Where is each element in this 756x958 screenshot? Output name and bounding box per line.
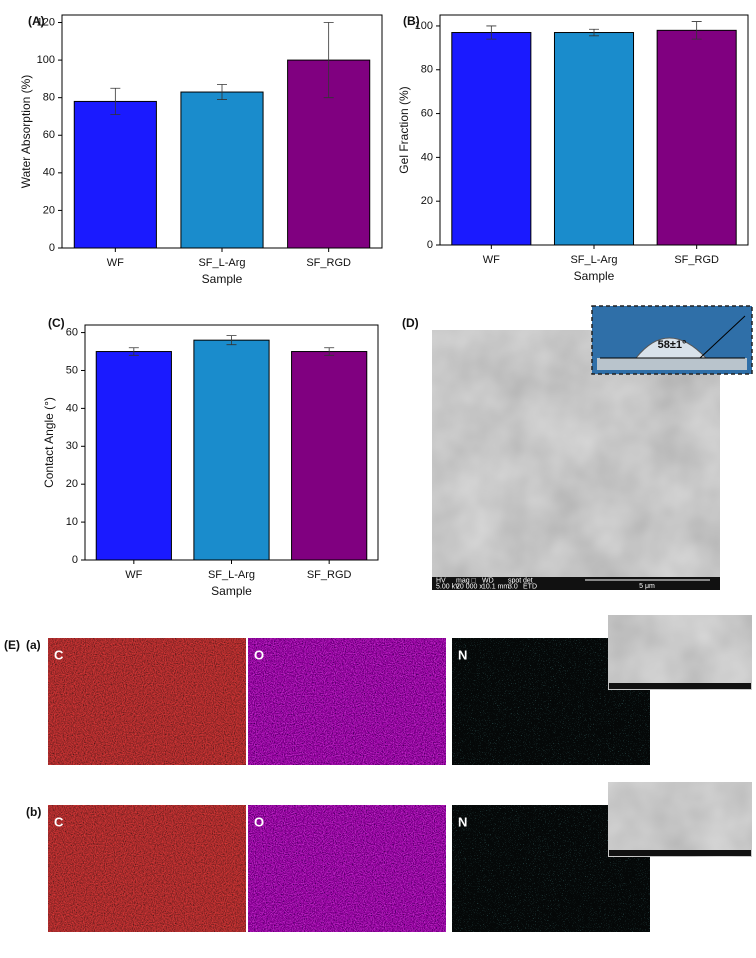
error-bar [589,28,599,37]
y-tick-label: 0 [49,242,55,254]
x-axis-label: Sample [574,269,615,283]
y-tick-label: 40 [421,151,433,163]
element-label: C [54,647,64,662]
bar [180,91,264,249]
sem-info-head: det [523,577,533,584]
error-bar [691,21,702,40]
x-tick-label: SF_L-Arg [198,257,245,269]
row-label: (b) [26,805,41,819]
y-tick-label: 100 [37,54,55,66]
y-tick-label: 0 [72,554,78,566]
plot-frame [84,324,379,561]
sem-info-head: spot [508,577,521,584]
y-tick-label: 80 [421,64,433,76]
sem-info-value: 10.1 mm [482,583,509,590]
sem-info-value: 20 000 x [456,583,483,590]
x-tick-label: SF_L-Arg [208,569,255,581]
y-tick-label: 60 [43,129,55,141]
panel-label: (A) [28,14,45,28]
error-bar [486,25,497,40]
y-tick-label: 50 [66,364,78,376]
plot-frame [61,14,383,249]
y-axis-label: Gel Fraction (%) [397,86,411,173]
sem-info-head: WD [482,577,494,584]
error-bar [324,347,335,356]
eds-map [48,638,246,765]
error-bar [323,22,334,99]
sem-info-value: ETD [523,583,537,590]
y-tick-label: 20 [421,195,433,207]
y-tick-label: 100 [415,20,433,32]
y-tick-label: 10 [66,516,78,528]
error-bar [217,84,227,100]
error-bar [110,87,121,115]
y-tick-label: 0 [427,239,433,251]
sem-info-value: 5.00 kV [436,583,460,590]
scale-label: 5 μm [639,583,655,590]
eds-map [248,805,446,932]
x-axis-label: Sample [202,272,243,286]
bar [193,339,270,561]
bar [451,32,532,246]
eds-map [48,805,246,932]
tangent [699,315,746,359]
error-bar [128,347,139,356]
y-tick-label: 20 [43,204,55,216]
y-tick-label: 80 [43,92,55,104]
sem-info-head: mag □ [456,577,477,584]
bar [73,100,157,249]
y-tick-label: 60 [66,326,78,338]
bar [656,29,737,246]
sem-info-value: 3.0 [508,583,518,590]
panel-label: (E) [4,638,20,652]
sem-inset-bar [609,850,751,856]
x-tick-label: WF [483,254,500,266]
x-tick-label: SF_RGD [307,569,352,581]
sem-info-head: HV [436,577,446,584]
eds-map [248,638,446,765]
sem-inset [607,781,753,858]
x-tick-label: SF_RGD [306,257,351,269]
y-tick-label: 40 [66,402,78,414]
x-tick-label: SF_RGD [674,254,719,266]
error-bar [226,335,237,346]
element-label: O [254,647,264,662]
y-axis-label: Contact Angle (°) [42,397,56,488]
bar [95,351,172,561]
y-axis-label: Water Absorption (%) [19,75,33,189]
element-label: O [254,814,264,829]
plot-frame [439,14,749,246]
y-tick-label: 120 [37,16,55,28]
contact-angle: 58±1° [658,339,687,351]
sem-inset-bar [609,683,751,689]
y-tick-label: 20 [66,478,78,490]
y-tick-label: 30 [66,440,78,452]
element-label: N [458,647,467,662]
row-label: (a) [26,638,41,652]
bar [291,351,368,561]
panel-label: (B) [403,14,420,28]
x-tick-label: WF [107,257,124,269]
x-tick-label: SF_L-Arg [570,254,617,266]
panel-label: (D) [402,316,419,330]
droplet [634,337,708,359]
x-axis-label: Sample [211,584,252,598]
element-label: N [458,814,467,829]
y-tick-label: 40 [43,167,55,179]
panel-label: (C) [48,316,65,330]
bar [553,32,635,246]
element-label: C [54,814,64,829]
x-tick-label: WF [125,569,142,581]
y-tick-label: 60 [421,107,433,119]
inset-surface [597,358,747,370]
sem-inset [607,614,753,691]
